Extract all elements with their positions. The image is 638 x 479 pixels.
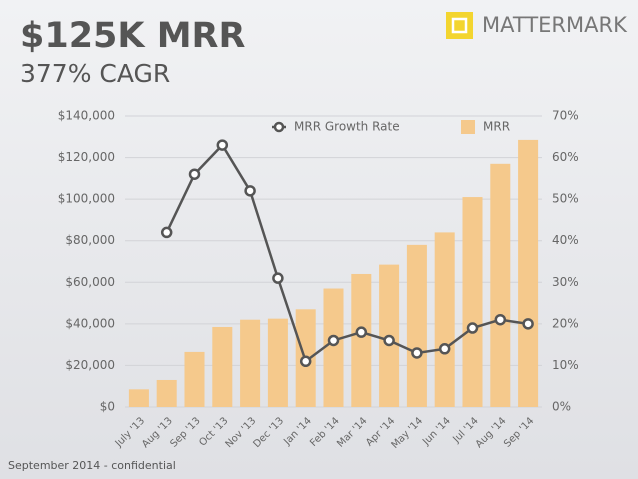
bar	[156, 379, 177, 407]
line-point	[244, 185, 256, 197]
logo-icon-inner	[451, 17, 468, 34]
line-point	[216, 139, 229, 151]
line-point	[522, 318, 534, 330]
y-tick-label: $140,000	[58, 109, 115, 123]
line-point	[466, 322, 479, 334]
legend-label: MRR	[483, 120, 510, 134]
y-tick-label: $60,000	[65, 275, 115, 289]
chart-title: $125K MRR	[20, 16, 245, 56]
y2-tick-label: 0%	[552, 400, 571, 414]
bar	[351, 273, 372, 407]
bar	[323, 288, 344, 407]
y2-tick-label: 70%	[552, 109, 579, 123]
footer: September 2014 - confidential	[8, 459, 176, 472]
line-point	[327, 334, 340, 347]
line-point	[355, 326, 368, 338]
line-point	[160, 226, 173, 239]
y-tick-label: $80,000	[65, 233, 115, 247]
line	[165, 143, 529, 364]
y2-tick-label: 50%	[552, 192, 579, 206]
line-point	[299, 355, 312, 368]
line-point	[411, 347, 423, 359]
y2-tick-label: 10%	[552, 358, 579, 372]
y-tick-label: $0	[100, 400, 115, 414]
bar	[184, 351, 205, 407]
line-point	[272, 272, 284, 284]
bar	[518, 139, 539, 407]
y-tick-label: $100,000	[58, 192, 115, 206]
bar	[462, 197, 483, 407]
line-point	[438, 343, 451, 355]
bar	[212, 326, 233, 407]
bar	[406, 244, 427, 407]
legend-marker	[273, 121, 285, 133]
y2-tick-label: 40%	[552, 233, 579, 247]
y2-tick-label: 60%	[552, 150, 579, 164]
legend-swatch	[461, 120, 475, 134]
y2-tick-label: 20%	[552, 316, 579, 330]
y-tick-label: $120,000	[58, 150, 115, 164]
y-tick-label: $20,000	[65, 358, 115, 372]
bar	[434, 232, 455, 407]
logo: MATTERMARK	[482, 13, 628, 37]
bar	[240, 319, 261, 407]
y-tick-label: $40,000	[65, 316, 115, 330]
line-point	[383, 334, 395, 347]
bar	[267, 318, 288, 407]
y2-tick-label: 30%	[552, 275, 579, 289]
line-point	[188, 168, 201, 180]
chart-subtitle: 377% CAGR	[20, 59, 170, 88]
legend-label: MRR Growth Rate	[294, 120, 400, 134]
bar	[128, 389, 149, 407]
line-point	[494, 313, 507, 326]
bar	[490, 163, 511, 407]
logo-icon	[446, 12, 473, 39]
